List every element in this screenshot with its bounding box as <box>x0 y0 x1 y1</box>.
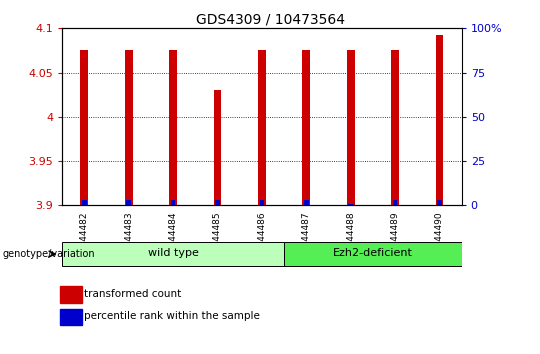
Text: genotype/variation: genotype/variation <box>3 249 96 259</box>
Bar <box>437 200 442 205</box>
Text: percentile rank within the sample: percentile rank within the sample <box>84 311 260 321</box>
Bar <box>258 50 266 205</box>
Bar <box>59 308 82 325</box>
Bar <box>82 200 86 205</box>
Text: transformed count: transformed count <box>84 289 181 299</box>
Bar <box>169 50 177 205</box>
Bar <box>348 204 353 205</box>
Text: wild type: wild type <box>147 249 199 258</box>
Bar <box>393 200 397 205</box>
Text: Ezh2-deficient: Ezh2-deficient <box>333 249 413 258</box>
Bar <box>391 50 399 205</box>
Text: GDS4309 / 10473564: GDS4309 / 10473564 <box>195 12 345 27</box>
Bar <box>304 200 308 205</box>
Bar <box>302 50 310 205</box>
Bar <box>435 34 443 205</box>
Bar <box>260 200 264 205</box>
Bar <box>213 90 221 205</box>
FancyBboxPatch shape <box>284 242 462 266</box>
Bar <box>171 200 176 205</box>
Bar <box>126 200 131 205</box>
Bar <box>125 50 133 205</box>
Bar <box>59 286 82 303</box>
Bar <box>80 50 89 205</box>
Bar <box>347 50 355 205</box>
FancyBboxPatch shape <box>62 242 284 266</box>
Bar <box>215 200 220 205</box>
